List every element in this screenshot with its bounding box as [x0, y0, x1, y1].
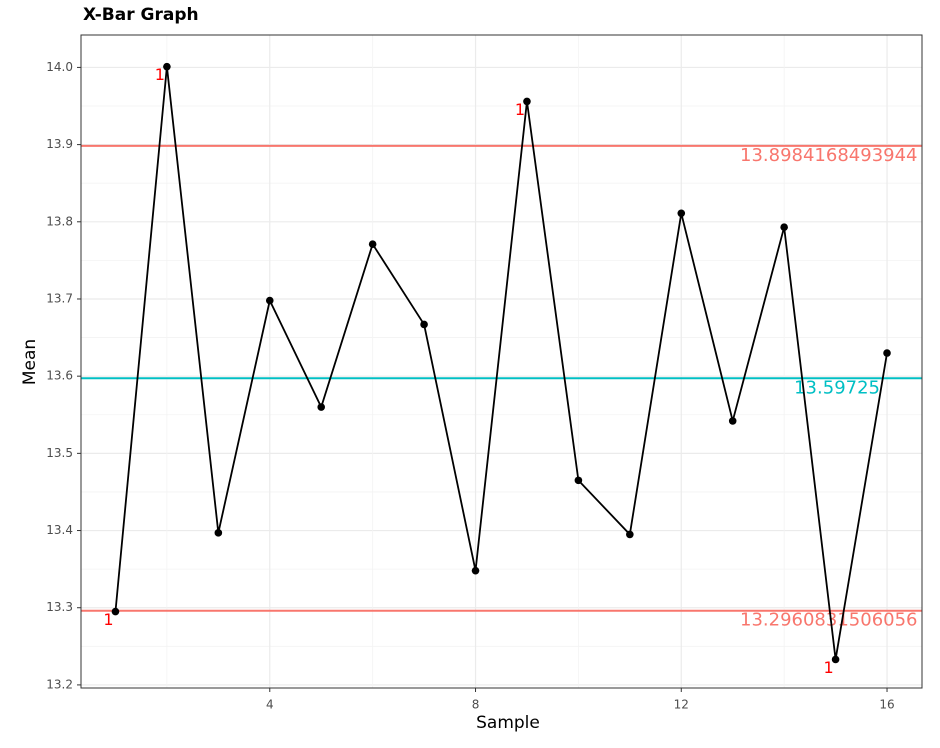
y-tick-label: 14.0 — [46, 60, 73, 74]
y-axis-title: Mean — [20, 339, 40, 385]
series-line — [114, 66, 888, 660]
y-tick-label: 13.2 — [46, 677, 73, 691]
data-point — [728, 417, 737, 425]
y-tick-label: 13.4 — [46, 523, 73, 537]
x-axis-title: Sample — [476, 713, 540, 733]
data-point — [883, 349, 891, 357]
grid — [81, 35, 922, 688]
y-tick-label: 13.3 — [46, 600, 73, 614]
data-point — [677, 209, 686, 218]
point-label: 1 — [103, 610, 113, 629]
data-point — [574, 476, 583, 485]
y-tick-label: 13.5 — [46, 446, 73, 460]
data-point — [317, 403, 326, 411]
x-tick-label: 12 — [674, 698, 689, 712]
x-tick-label: 16 — [879, 698, 894, 712]
chart-title: X-Bar Graph — [83, 5, 199, 25]
plot-border — [80, 34, 923, 689]
data-point — [163, 62, 171, 71]
control-line-label: 13.8984168493944 — [740, 145, 918, 166]
y-tick-label: 13.9 — [46, 137, 73, 151]
data-point — [471, 566, 480, 575]
point-label: 1 — [155, 65, 165, 84]
data-point — [420, 320, 428, 329]
data-point — [626, 530, 634, 539]
plot-area: 13.8984168493944 13.59725 13.2960831506056… — [81, 62, 922, 677]
y-tick-label: 13.8 — [46, 214, 73, 228]
x-tick-label: 4 — [266, 698, 274, 712]
data-point — [214, 529, 223, 537]
data-point — [780, 223, 788, 231]
y-tick-label: 13.6 — [46, 369, 73, 383]
control-line-label: 13.2960831506056 — [740, 610, 918, 631]
point-label: 1 — [515, 100, 525, 119]
x-tick-label: 8 — [472, 698, 480, 712]
control-line-label: 13.59725 — [794, 377, 880, 398]
data-point — [523, 97, 531, 106]
data-point — [368, 240, 377, 248]
data-point — [265, 296, 274, 305]
y-tick-label: 13.7 — [46, 291, 73, 305]
point-label: 1 — [823, 658, 833, 677]
data-point — [111, 607, 120, 616]
data-point — [831, 655, 840, 664]
